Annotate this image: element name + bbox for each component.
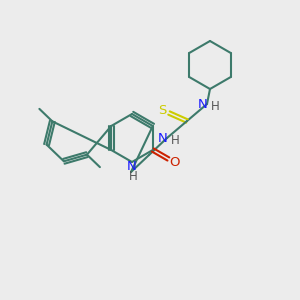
Text: N: N [158,131,168,145]
Text: N: N [127,160,137,172]
Text: H: H [129,169,137,182]
Text: S: S [158,103,166,116]
Text: H: H [211,100,219,113]
Text: H: H [171,134,179,148]
Text: O: O [169,156,180,169]
Text: N: N [198,98,208,110]
